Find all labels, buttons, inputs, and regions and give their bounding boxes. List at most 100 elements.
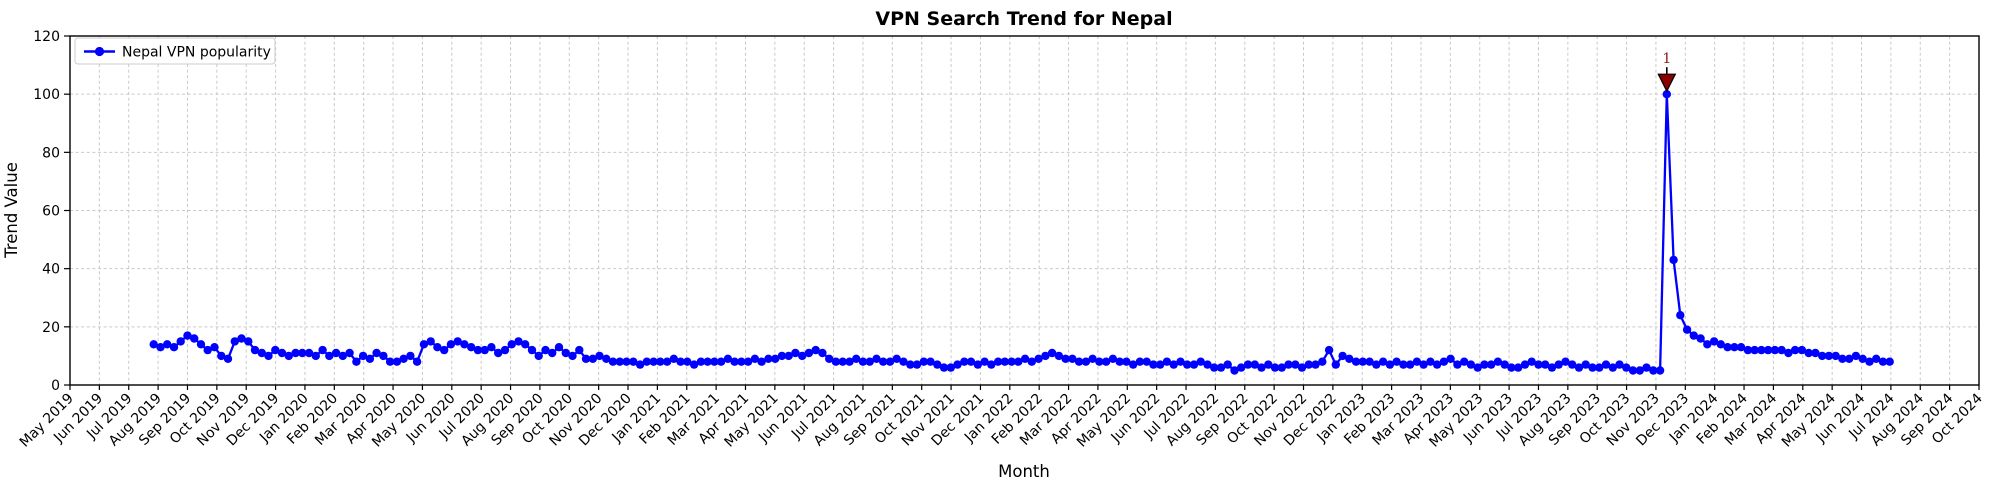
data-point-marker bbox=[514, 337, 523, 346]
data-point-marker bbox=[1831, 351, 1840, 361]
data-point-marker bbox=[1304, 360, 1314, 369]
y-tick-label: 60 bbox=[42, 204, 60, 220]
data-point-marker bbox=[845, 357, 854, 366]
data-point-marker bbox=[440, 345, 449, 355]
data-point-marker bbox=[1763, 345, 1773, 355]
data-point-marker bbox=[1101, 357, 1111, 366]
data-point-marker bbox=[966, 357, 976, 366]
data-point-marker bbox=[1777, 345, 1786, 355]
data-point-marker bbox=[318, 345, 327, 355]
data-point-marker bbox=[446, 340, 456, 349]
data-point-marker bbox=[1439, 357, 1449, 366]
data-point-marker bbox=[1568, 360, 1577, 369]
data-point-marker bbox=[1115, 357, 1124, 366]
data-point-marker bbox=[1507, 363, 1516, 372]
data-point-marker bbox=[338, 351, 347, 361]
y-tick-label: 100 bbox=[33, 87, 60, 103]
data-point-marker bbox=[1230, 366, 1239, 375]
data-point-marker bbox=[649, 357, 658, 366]
data-point-marker bbox=[568, 351, 577, 361]
data-point-marker bbox=[818, 348, 827, 358]
data-point-marker bbox=[1156, 360, 1165, 369]
data-point-marker bbox=[1223, 360, 1232, 369]
data-point-marker bbox=[1723, 343, 1732, 352]
data-point-marker bbox=[1865, 357, 1874, 366]
data-point-marker bbox=[1041, 351, 1050, 361]
data-point-marker bbox=[1790, 345, 1800, 355]
data-point-marker bbox=[669, 354, 678, 363]
data-point-marker bbox=[1270, 363, 1280, 372]
data-point-marker bbox=[244, 337, 253, 346]
data-point-marker bbox=[1547, 363, 1557, 372]
data-point-marker bbox=[534, 351, 543, 361]
data-point-marker bbox=[1466, 360, 1476, 369]
data-point-marker bbox=[642, 357, 651, 366]
plot-border bbox=[69, 35, 1980, 386]
chart-title: VPN Search Trend for Nepal bbox=[875, 8, 1172, 30]
data-point-marker bbox=[1162, 357, 1172, 366]
data-point-marker bbox=[892, 354, 901, 363]
data-point-marker bbox=[1189, 360, 1199, 369]
data-point-marker bbox=[311, 351, 320, 361]
data-point-marker bbox=[392, 357, 402, 366]
data-point-marker bbox=[946, 363, 955, 372]
data-point-marker bbox=[1595, 363, 1604, 372]
data-point-marker bbox=[919, 357, 928, 366]
data-point-marker bbox=[757, 357, 766, 366]
data-point-marker bbox=[1419, 360, 1428, 369]
data-point-marker bbox=[676, 357, 685, 366]
data-point-marker bbox=[1385, 360, 1395, 369]
y-axis: 0 20 40 60 80 100 120 bbox=[33, 29, 70, 394]
data-point-marker bbox=[588, 354, 597, 363]
data-point-marker bbox=[730, 357, 739, 366]
data-point-marker bbox=[1176, 357, 1185, 366]
data-point-marker bbox=[1392, 357, 1401, 366]
data-point-marker bbox=[804, 348, 814, 358]
data-point-marker bbox=[500, 345, 510, 355]
data-point-marker bbox=[798, 351, 807, 361]
data-point-marker bbox=[1297, 363, 1307, 372]
data-point-marker bbox=[1345, 354, 1354, 363]
data-point-marker bbox=[1541, 360, 1550, 369]
data-point-marker bbox=[1216, 363, 1226, 372]
data-point-marker bbox=[352, 357, 361, 366]
data-point-marker bbox=[527, 345, 537, 355]
annotation-label: 1 bbox=[1662, 51, 1671, 67]
data-point-marker bbox=[933, 360, 942, 369]
data-point-marker bbox=[629, 357, 638, 366]
data-point-marker bbox=[271, 345, 280, 355]
data-point-marker bbox=[1203, 360, 1212, 369]
data-point-marker bbox=[784, 351, 793, 361]
data-point-marker bbox=[885, 357, 895, 366]
data-point-marker bbox=[494, 348, 503, 358]
data-point-marker bbox=[460, 340, 469, 349]
data-point-marker bbox=[811, 345, 820, 355]
data-point-marker bbox=[331, 348, 341, 358]
data-point-marker bbox=[149, 340, 158, 349]
data-point-marker bbox=[1649, 366, 1658, 375]
data-point-marker bbox=[1027, 357, 1037, 366]
data-point-marker bbox=[156, 343, 165, 352]
data-point-marker bbox=[987, 360, 996, 369]
data-point-marker bbox=[1845, 354, 1854, 363]
data-point-marker bbox=[1331, 360, 1341, 369]
data-point-marker bbox=[250, 345, 260, 355]
data-point-marker bbox=[1183, 360, 1192, 369]
data-point-marker bbox=[1655, 366, 1665, 375]
data-point-marker bbox=[358, 351, 368, 361]
data-point-marker bbox=[480, 345, 489, 355]
data-point-marker bbox=[1014, 357, 1023, 366]
data-point-marker bbox=[1500, 360, 1509, 369]
data-point-marker bbox=[865, 357, 874, 366]
data-point-marker bbox=[1730, 343, 1739, 352]
data-point-marker bbox=[750, 354, 760, 363]
data-point-marker bbox=[1885, 357, 1894, 366]
data-point-marker bbox=[1460, 357, 1469, 366]
data-point-marker bbox=[716, 357, 726, 366]
data-point-marker bbox=[1818, 351, 1827, 361]
data-point-marker bbox=[325, 351, 334, 361]
data-point-marker bbox=[1142, 357, 1151, 366]
data-point-marker bbox=[1851, 351, 1861, 361]
data-point-marker bbox=[771, 354, 780, 363]
data-point-marker bbox=[291, 348, 300, 358]
